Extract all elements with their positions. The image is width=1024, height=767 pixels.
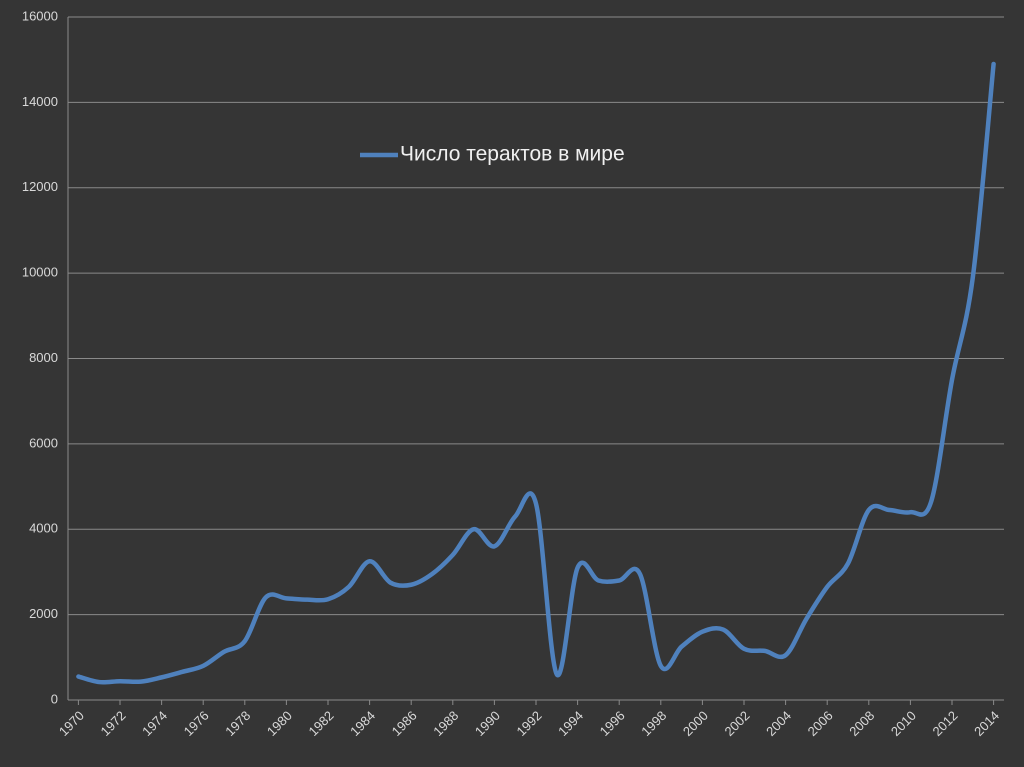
y-tick-label: 4000	[29, 521, 58, 536]
y-tick-label: 10000	[22, 265, 58, 280]
y-tick-label: 0	[51, 691, 58, 706]
y-tick-label: 14000	[22, 94, 58, 109]
y-tick-label: 8000	[29, 350, 58, 365]
y-tick-label: 6000	[29, 435, 58, 450]
line	[76, 61, 996, 685]
y-tick-label: 2000	[29, 606, 58, 621]
legend-text: Число терактов в мире	[400, 143, 625, 166]
y-tick-label: 16000	[22, 8, 58, 23]
y-tick-label: 12000	[22, 179, 58, 194]
